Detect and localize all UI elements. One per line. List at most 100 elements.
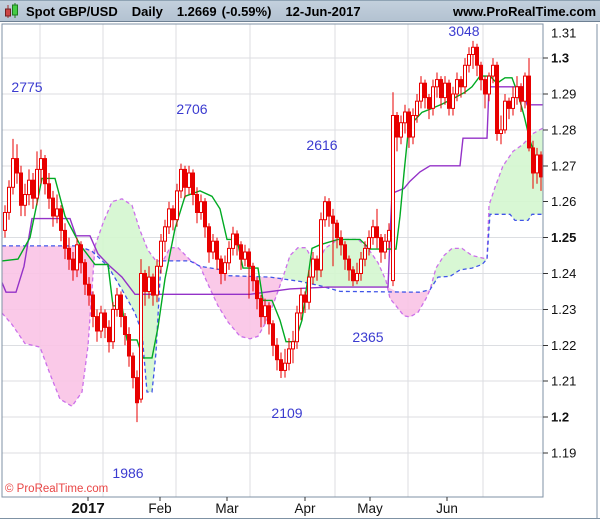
candle-body [143, 273, 147, 292]
candle-body [335, 222, 339, 239]
candle-body [383, 240, 387, 253]
swing-price-annotation: 2109 [271, 405, 302, 421]
candle-body [291, 341, 295, 350]
candle-body [155, 265, 159, 296]
candle-body [539, 154, 543, 178]
x-axis-label[interactable]: Feb [148, 501, 171, 516]
candle-body [11, 158, 15, 188]
candle-body [327, 201, 331, 217]
y-axis-label[interactable]: 1.26 [551, 194, 576, 209]
candle-body [235, 233, 239, 246]
candle-body [139, 273, 143, 400]
candle-body [43, 158, 47, 185]
price-change: (-0.59%) [221, 3, 272, 19]
candle-body [31, 179, 35, 199]
candle-body [359, 258, 363, 275]
candle-body [435, 79, 439, 88]
candle-body [91, 294, 95, 317]
website-link[interactable]: www.ProRealTime.com [452, 3, 596, 19]
candles-group [3, 40, 543, 423]
y-axis-label[interactable]: 1.27 [551, 158, 576, 173]
candle-body [339, 237, 343, 246]
candle-body [323, 201, 327, 221]
candle-body [71, 258, 75, 271]
candle-body [459, 79, 463, 88]
candle-body [99, 312, 103, 332]
y-axis-label[interactable]: 1.29 [551, 87, 576, 102]
candle-body [27, 179, 31, 196]
candle-body [219, 258, 223, 275]
candle-body [399, 122, 403, 138]
candle-body [87, 283, 91, 296]
candle-body [499, 129, 503, 134]
candle-body [479, 64, 483, 81]
candle-body [255, 280, 259, 300]
y-axis-label[interactable]: 1.19 [551, 446, 576, 461]
candle-body [295, 312, 299, 343]
candle-body [351, 269, 355, 282]
candle-body [167, 208, 171, 228]
y-axis-label[interactable]: 1.23 [551, 302, 576, 317]
x-axis-label[interactable]: Apr [294, 501, 316, 516]
price-chart[interactable]: 1.19 1.2 1.21 1.22 1.23 1.24 1.25 1.26 1.27 1.28 1… [0, 22, 600, 519]
candle-body [111, 308, 115, 343]
y-axis-label[interactable]: 1.24 [551, 266, 576, 281]
candle-body [227, 247, 231, 264]
candlestick-icon [3, 3, 21, 19]
ichimoku-cloud-green [430, 248, 487, 290]
candle-body [475, 46, 479, 66]
x-axis-label[interactable]: Jun [436, 501, 458, 516]
candle-body [35, 168, 39, 199]
swing-price-annotation: 3048 [448, 23, 479, 39]
candle-body [439, 79, 443, 99]
y-axis-label[interactable]: 1.25 [551, 230, 576, 245]
candle-body [519, 86, 523, 102]
x-axis-label[interactable]: 2017 [71, 500, 104, 517]
candle-body [243, 251, 247, 260]
candle-body [23, 194, 27, 206]
candle-body [127, 334, 131, 357]
y-axis-label[interactable]: 1.3 [551, 51, 569, 66]
candle-body [199, 201, 203, 213]
candle-body [527, 75, 531, 149]
candle-body [79, 244, 83, 264]
candle-body [147, 276, 151, 293]
candle-body [259, 298, 263, 318]
candle-body [179, 168, 183, 192]
instrument-name[interactable]: Spot GBP/USD [26, 3, 118, 19]
candle-body [275, 344, 279, 361]
candle-body [523, 75, 527, 102]
candle-body [443, 82, 447, 99]
y-axis-label[interactable]: 1.21 [551, 374, 576, 389]
candle-body [403, 111, 407, 124]
y-axis-label[interactable]: 1.2 [551, 410, 569, 425]
timeframe-label[interactable]: Daily [131, 3, 163, 19]
candle-body [347, 258, 351, 271]
candle-body [263, 305, 267, 318]
candle-body [15, 158, 19, 174]
candle-body [131, 355, 135, 379]
candle-body [371, 226, 375, 239]
candle-body [427, 97, 431, 109]
plot-border [1, 23, 544, 498]
x-axis-label[interactable]: May [357, 501, 383, 516]
candle-body [163, 226, 167, 242]
candle-body [531, 147, 535, 174]
last-price: 1.2669 [176, 3, 217, 19]
candle-body [55, 208, 59, 217]
candle-body [59, 208, 63, 231]
quote-date: 12-Jun-2017 [285, 3, 361, 19]
senkou-span-b-line [2, 127, 543, 408]
candle-body [283, 362, 287, 371]
candle-body [419, 82, 423, 102]
candle-body [303, 294, 307, 303]
y-axis-label[interactable]: 1.28 [551, 122, 576, 137]
candle-body [123, 316, 127, 336]
x-axis-label[interactable]: Mar [215, 501, 239, 516]
y-axis-label[interactable]: 1.31 [551, 26, 576, 41]
candle-body [375, 226, 379, 239]
y-axis-label[interactable]: 1.22 [551, 338, 576, 353]
candle-body [503, 100, 507, 131]
candle-body [387, 229, 391, 242]
candle-body [63, 229, 67, 249]
